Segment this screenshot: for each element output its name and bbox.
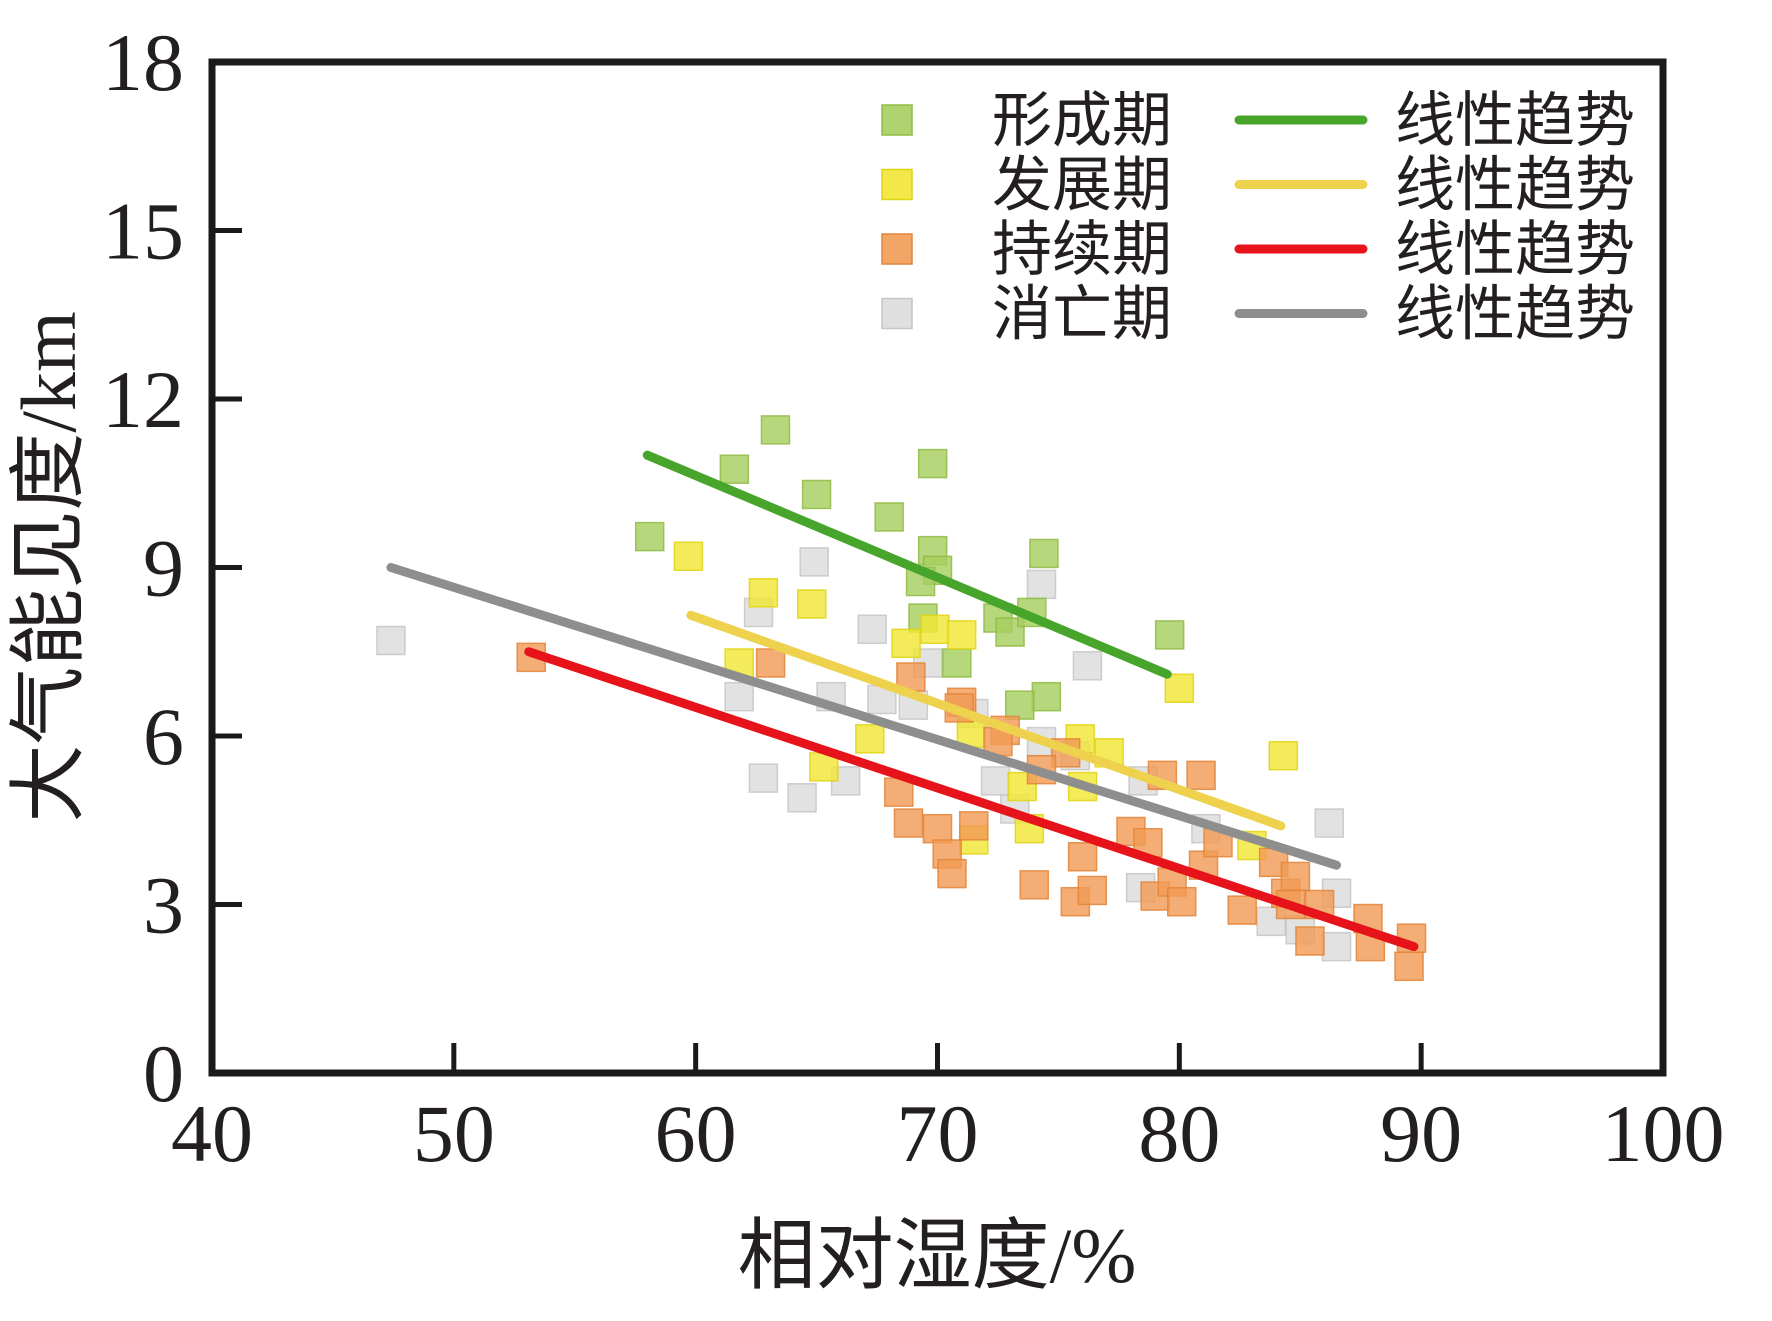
scatter-marker-dissipation — [1072, 651, 1103, 681]
trend-line-formation — [642, 450, 1172, 679]
scatter-marker-dissipation — [724, 681, 754, 712]
scatter-marker-formation — [760, 415, 791, 445]
scatter-marker-persistence — [1394, 951, 1424, 982]
legend-item-formation: 形成期 线性趋势 — [881, 88, 1635, 154]
axes-layer: 40 50 60 70 80 90 100 0 3 6 9 12 15 18 — [102, 17, 1725, 1179]
scatter-marker-formation — [719, 454, 750, 484]
scatter-marker-formation — [1004, 690, 1035, 720]
scatter-marker-dissipation — [376, 625, 406, 656]
legend-trend-label-formation: 线性趋势 — [1395, 88, 1635, 154]
scatter-marker-development — [956, 718, 987, 748]
scatter-marker-development — [748, 578, 779, 608]
x-axis-title: 相对湿度/% — [738, 1212, 1137, 1299]
scatter-marker-persistence — [1167, 886, 1197, 917]
scatter-marker-development — [673, 541, 704, 572]
legend-series-label-persistence: 持续期 — [992, 217, 1172, 283]
scatter-marker-persistence — [1019, 870, 1049, 900]
scatter-marker-formation — [634, 521, 665, 552]
scatter-marker-development — [920, 614, 950, 645]
x-tick-label: 60 — [655, 1088, 737, 1179]
legend-marker-swatch-dissipation — [881, 297, 913, 330]
trend-line-development — [686, 610, 1286, 831]
scatter-marker-persistence — [755, 648, 786, 678]
legend-item-development: 发展期 线性趋势 — [881, 153, 1635, 219]
legend-marker-swatch-persistence — [881, 233, 913, 265]
scatter-marker-persistence — [1280, 861, 1311, 892]
scatter-marker-persistence — [1186, 760, 1216, 791]
trend-line-dissipation — [386, 563, 1342, 870]
y-tick-label: 3 — [143, 860, 184, 951]
y-tick-label: 6 — [143, 691, 184, 782]
scatter-marker-formation — [1031, 681, 1062, 712]
scatter-marker-persistence — [896, 662, 926, 692]
scatter-marker-persistence — [1067, 842, 1098, 872]
x-tick-label: 90 — [1380, 1088, 1462, 1179]
plot-frame — [208, 58, 1667, 1077]
legend-item-persistence: 持续期 线性趋势 — [881, 217, 1635, 283]
legend-marker-swatch-formation — [881, 104, 913, 136]
scatter-marker-development — [1164, 673, 1195, 704]
scatter-marker-formation — [917, 448, 948, 479]
scatter-marker-dissipation — [748, 763, 779, 793]
x-tick-label: 100 — [1602, 1088, 1725, 1179]
scatter-marker-dissipation — [857, 614, 887, 645]
legend-series-label-development: 发展期 — [992, 153, 1172, 219]
scatter-marker-formation — [874, 502, 904, 532]
scatter-marker-dissipation — [1321, 931, 1352, 962]
y-tick-label: 15 — [102, 186, 184, 277]
series-markers-formation — [634, 415, 1185, 720]
scatter-marker-development — [796, 589, 827, 619]
scatter-marker-persistence — [893, 808, 924, 838]
scatter-marker-development — [946, 620, 977, 650]
y-tick-label: 18 — [102, 17, 184, 108]
legend-marker-swatch-development — [881, 168, 913, 201]
legend-trend-label-dissipation: 线性趋势 — [1395, 282, 1635, 348]
x-tick-label: 40 — [171, 1088, 253, 1179]
y-tick-label: 12 — [102, 354, 184, 445]
y-tick-label: 0 — [143, 1028, 184, 1119]
x-tick-label: 70 — [897, 1088, 979, 1179]
scatter-marker-persistence — [959, 811, 989, 841]
y-axis-title: 大气能见度/km — [5, 311, 92, 822]
legend-item-dissipation: 消亡期 线性趋势 — [881, 282, 1635, 348]
scatter-marker-formation — [1154, 620, 1185, 650]
scatter-marker-persistence — [1077, 875, 1108, 906]
scatter-marker-dissipation — [799, 547, 829, 577]
x-tick-label: 80 — [1138, 1088, 1220, 1179]
y-tick-label: 9 — [143, 523, 184, 614]
scatter-marker-dissipation — [1314, 808, 1345, 838]
scatter-marker-dissipation — [1026, 569, 1057, 600]
scatter-marker-development — [891, 628, 921, 659]
scatter-marker-persistence — [937, 858, 967, 889]
x-tick-label: 50 — [413, 1088, 495, 1179]
legend-trend-label-persistence: 线性趋势 — [1395, 217, 1635, 283]
scatter-marker-development — [1268, 740, 1299, 771]
scatter-marker-persistence — [1227, 895, 1257, 925]
legend-trend-label-development: 线性趋势 — [1395, 153, 1635, 219]
legend-series-label-dissipation: 消亡期 — [992, 282, 1172, 348]
scatter-marker-dissipation — [980, 766, 1011, 796]
scatter-marker-formation — [942, 648, 972, 678]
trend-line-persistence — [524, 647, 1419, 952]
scatter-marker-formation — [1029, 538, 1059, 569]
scatter-marker-persistence — [922, 813, 953, 844]
legend-series-label-formation: 形成期 — [992, 88, 1172, 154]
scatter-marker-dissipation — [787, 783, 817, 813]
scatter-marker-formation — [801, 479, 832, 510]
trend-lines-layer — [386, 450, 1419, 952]
scatter-marker-dissipation — [1256, 906, 1286, 937]
scatter-marker-development — [855, 724, 885, 754]
scatter-marker-persistence — [1295, 926, 1325, 956]
